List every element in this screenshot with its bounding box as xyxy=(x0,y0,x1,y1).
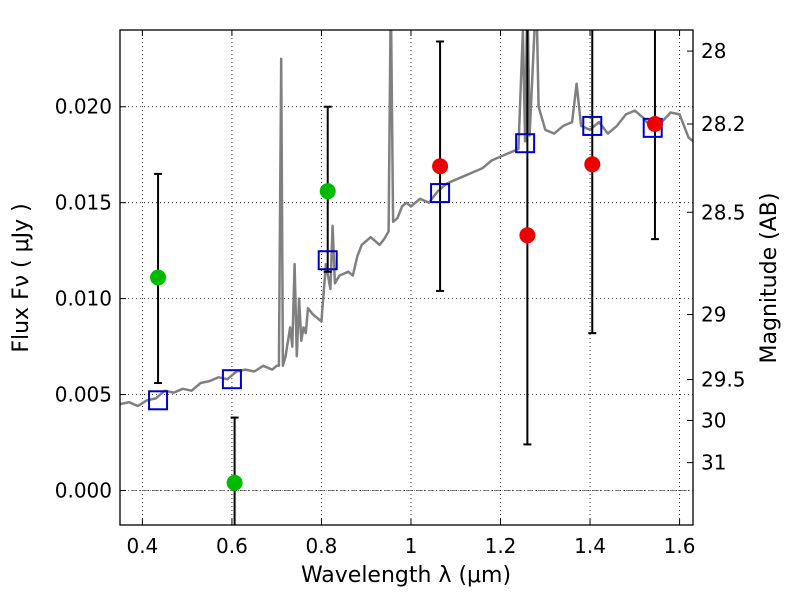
model-spectrum-line xyxy=(120,30,693,408)
x-tick-label: 0.6 xyxy=(216,534,248,558)
mag-tick-label: 28 xyxy=(701,39,726,63)
mag-tick-label: 29 xyxy=(701,303,726,327)
photometry-point xyxy=(646,116,663,133)
model-flux-marker xyxy=(582,115,603,136)
photometry-point xyxy=(519,227,536,244)
mag-tick-label: 28.5 xyxy=(701,200,746,224)
y-tick-label: 0.000 xyxy=(55,478,112,502)
y-axis-label: Flux Fν ( μJy ) xyxy=(9,203,34,352)
y-axis-right-label: Magnitude (AB) xyxy=(757,193,782,364)
plot-frame xyxy=(119,29,694,526)
photometry-point xyxy=(150,269,167,286)
mag-tick-label: 29.5 xyxy=(701,368,746,392)
y-tick-label: 0.010 xyxy=(55,287,112,311)
tick-labels: 0.4 0.6 0.8 1 1.2 1.4 1.6 0.000 0.005 0.010 0.015 0… xyxy=(55,39,746,558)
photometry-point xyxy=(226,474,243,491)
x-axis-label: Wavelength λ (μm) xyxy=(301,563,511,588)
photometry-point xyxy=(584,156,601,173)
model-flux-marker xyxy=(430,183,451,204)
y-tick-label: 0.015 xyxy=(55,191,112,215)
x-tick-label: 1.6 xyxy=(664,534,696,558)
model-flux-marker xyxy=(221,369,242,390)
photometry-point xyxy=(319,183,336,200)
axis-ticks xyxy=(120,30,693,525)
model-flux-marker xyxy=(148,390,169,411)
x-tick-label: 0.4 xyxy=(126,534,158,558)
model-flux-marker xyxy=(515,133,536,154)
mag-tick-label: 30 xyxy=(701,408,726,432)
photometry-point xyxy=(432,158,449,175)
model-flux-marker xyxy=(317,250,338,271)
grid xyxy=(120,30,693,525)
plot-area xyxy=(120,30,693,525)
y-tick-label: 0.020 xyxy=(55,95,112,119)
x-tick-label: 0.8 xyxy=(306,534,338,558)
x-tick-label: 1 xyxy=(405,534,418,558)
error-bars xyxy=(154,30,659,525)
mag-tick-label: 31 xyxy=(701,451,726,475)
markers xyxy=(148,115,663,491)
x-tick-label: 1.4 xyxy=(574,534,606,558)
x-tick-label: 1.2 xyxy=(485,534,517,558)
y-tick-label: 0.005 xyxy=(55,383,112,407)
mag-tick-label: 28.2 xyxy=(701,112,746,136)
